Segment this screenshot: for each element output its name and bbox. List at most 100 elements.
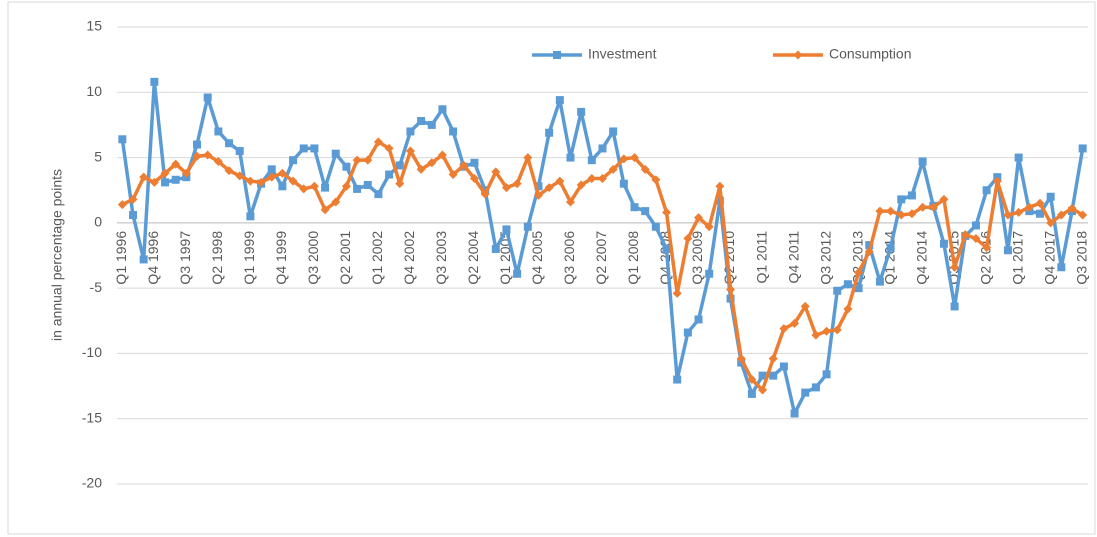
data-point bbox=[1078, 210, 1088, 220]
y-tick-label: -10 bbox=[82, 344, 102, 360]
data-point bbox=[769, 371, 778, 380]
data-point bbox=[309, 181, 319, 191]
data-point bbox=[342, 162, 351, 171]
data-point bbox=[576, 180, 586, 190]
data-point bbox=[171, 159, 181, 169]
data-point bbox=[662, 207, 672, 217]
x-tick-label: Q3 1997 bbox=[177, 231, 193, 285]
data-point bbox=[449, 127, 458, 136]
data-point bbox=[864, 247, 874, 257]
data-point bbox=[149, 177, 159, 187]
data-point bbox=[214, 127, 223, 136]
data-point bbox=[224, 166, 234, 176]
data-point bbox=[875, 277, 884, 286]
data-point bbox=[673, 375, 682, 384]
data-point bbox=[469, 173, 479, 183]
x-tick-label: Q1 1996 bbox=[113, 231, 129, 285]
x-tick-label: Q3 2000 bbox=[305, 231, 321, 285]
data-point bbox=[1014, 153, 1023, 162]
x-tick-label: Q3 2009 bbox=[689, 231, 705, 285]
data-point bbox=[417, 117, 426, 126]
data-point bbox=[950, 262, 960, 272]
data-point bbox=[800, 301, 810, 311]
data-point bbox=[1035, 198, 1045, 208]
data-point bbox=[395, 161, 404, 170]
y-tick-label: 5 bbox=[94, 148, 102, 164]
data-point bbox=[181, 168, 191, 178]
data-point bbox=[939, 194, 949, 204]
data-point bbox=[1057, 263, 1066, 272]
data-point bbox=[117, 200, 127, 210]
data-point bbox=[341, 181, 351, 191]
x-tick-label: Q2 1998 bbox=[209, 231, 225, 285]
data-point bbox=[256, 177, 266, 187]
data-point bbox=[939, 239, 948, 248]
data-point bbox=[129, 211, 138, 220]
data-point bbox=[523, 222, 532, 231]
data-point bbox=[715, 181, 725, 191]
data-point bbox=[822, 370, 831, 379]
data-point bbox=[651, 222, 660, 231]
data-point bbox=[747, 375, 757, 385]
data-point bbox=[213, 156, 223, 166]
x-tick-label: Q2 2007 bbox=[593, 231, 609, 285]
data-point bbox=[277, 168, 287, 178]
data-point bbox=[502, 225, 511, 234]
y-tick-label: -5 bbox=[90, 279, 103, 295]
data-point bbox=[353, 184, 362, 193]
y-tick-label: -15 bbox=[82, 409, 102, 425]
data-point bbox=[875, 206, 885, 216]
data-point bbox=[854, 284, 863, 293]
data-point bbox=[320, 205, 330, 215]
data-point bbox=[768, 354, 778, 364]
data-point bbox=[907, 191, 916, 200]
data-point bbox=[577, 107, 586, 116]
data-point bbox=[630, 153, 640, 163]
data-point bbox=[406, 127, 415, 136]
data-point bbox=[331, 197, 341, 207]
y-tick-label: 10 bbox=[86, 83, 102, 99]
y-tick-label: 0 bbox=[94, 214, 102, 230]
data-point bbox=[565, 197, 575, 207]
data-point bbox=[779, 324, 789, 334]
x-tick-label: Q4 2005 bbox=[529, 231, 545, 285]
data-point bbox=[321, 183, 330, 192]
x-tick-label: Q3 2018 bbox=[1073, 231, 1089, 285]
data-point bbox=[801, 388, 810, 397]
data-point bbox=[1078, 144, 1087, 153]
data-point bbox=[128, 194, 138, 204]
data-point bbox=[470, 158, 479, 167]
data-point bbox=[459, 160, 469, 170]
data-point bbox=[630, 203, 639, 212]
y-tick-label: -20 bbox=[82, 475, 102, 491]
data-point bbox=[747, 389, 756, 398]
data-point bbox=[609, 127, 618, 136]
x-tick-label: Q4 1996 bbox=[145, 231, 161, 285]
data-point bbox=[395, 179, 405, 189]
data-point bbox=[203, 150, 213, 160]
data-point bbox=[992, 176, 1002, 186]
data-point bbox=[950, 302, 959, 311]
x-tick-label: Q4 2017 bbox=[1041, 231, 1057, 285]
data-point bbox=[533, 190, 543, 200]
data-point bbox=[705, 269, 714, 278]
data-point bbox=[513, 269, 522, 278]
data-point bbox=[246, 212, 255, 221]
data-point bbox=[267, 165, 276, 174]
data-point bbox=[374, 190, 383, 199]
data-point bbox=[758, 371, 767, 380]
data-point bbox=[918, 202, 928, 212]
data-point bbox=[203, 93, 212, 102]
data-point bbox=[1024, 202, 1034, 212]
data-point bbox=[790, 318, 800, 328]
data-point bbox=[886, 206, 896, 216]
data-point bbox=[960, 230, 970, 240]
data-point bbox=[501, 183, 511, 193]
legend-marker bbox=[793, 50, 803, 60]
data-point bbox=[726, 284, 736, 294]
data-point bbox=[1046, 218, 1056, 228]
data-point bbox=[555, 96, 564, 105]
x-tick-label: Q4 2002 bbox=[401, 231, 417, 285]
data-point bbox=[235, 147, 244, 156]
